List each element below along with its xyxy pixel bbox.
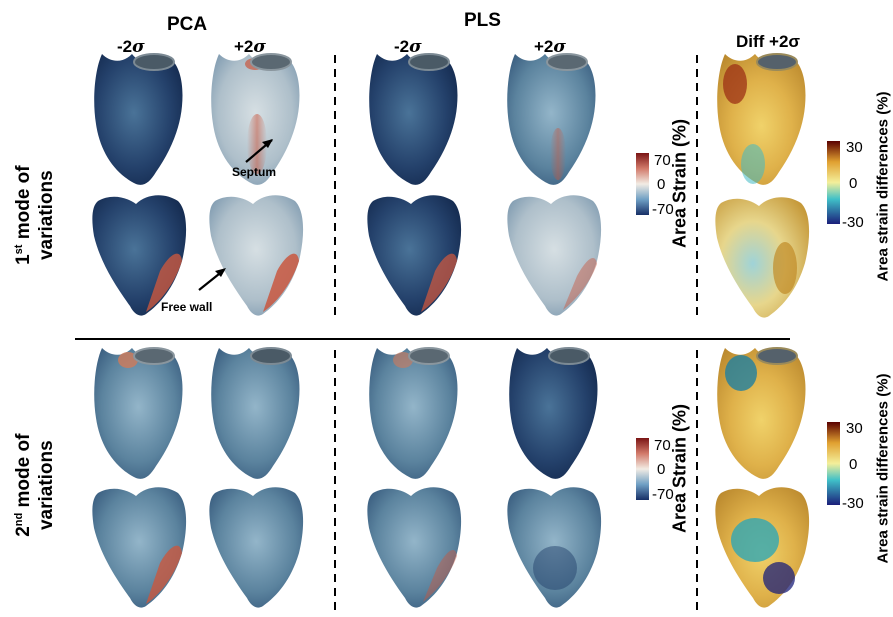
diff-tick-min-first: -30 [842, 214, 864, 231]
heart-pca-m1-plus-top [211, 53, 300, 185]
diff-label-second: Area strain differences (%) [874, 373, 892, 564]
heart-pca-m1-plus-bottom [209, 195, 304, 316]
strain-tick-mid-first: 0 [657, 176, 666, 193]
heart-pls-m2-plus-bottom [507, 487, 602, 608]
heart-pls-m1-minus-bottom [367, 195, 462, 316]
area-strain-colorbar-second [636, 438, 649, 500]
area-strain-label-first: Area Strain (%) [669, 118, 690, 249]
heart-pls-m2-plus-top [509, 347, 598, 479]
heart-pca-m2-plus-top [211, 347, 300, 479]
heart-pls-m1-plus-bottom [507, 195, 602, 316]
heart-pca-m2-minus-bottom [92, 487, 187, 608]
diff-tick-mid-second: 0 [849, 456, 858, 473]
strain-tick-mid-second: 0 [657, 461, 666, 478]
heart-pca-m1-minus-bottom [92, 195, 187, 316]
heart-pls-m1-plus-top [507, 53, 596, 185]
pca-minus-header: -2σ [117, 37, 145, 57]
pca-header: PCA [167, 14, 208, 35]
diff-label-first: Area strain differences (%) [874, 91, 892, 282]
area-strain-colorbar-first [636, 153, 649, 215]
strain-tick-max-first: 70 [654, 152, 671, 169]
diff-tick-min-second: -30 [842, 495, 864, 512]
heart-pca-m2-minus-top [94, 347, 183, 479]
heart-diff-m1-top [717, 53, 806, 185]
area-strain-label-second: Area Strain (%) [669, 403, 690, 534]
diff-tick-max-second: 30 [846, 420, 863, 437]
pls-plus-header: +2σ [534, 37, 566, 57]
free-wall-label: Free wall [161, 300, 213, 314]
pca-plus-header: +2σ [234, 37, 266, 57]
strain-tick-min-second: -70 [652, 486, 674, 503]
septum-label: Septum [232, 165, 277, 179]
heart-pls-m1-minus-top [369, 53, 458, 185]
diff-tick-max-first: 30 [846, 139, 863, 156]
free-wall-arrowhead [215, 268, 226, 277]
heart-diff-m1-bottom [715, 197, 810, 318]
heart-pls-m2-minus-top [369, 347, 458, 479]
heart-diff-m2-top [717, 347, 806, 479]
strain-tick-min-first: -70 [652, 201, 674, 218]
pls-header: PLS [464, 10, 501, 31]
diff-colorbar-second [827, 422, 840, 505]
diff-header: Diff +2σ [736, 32, 801, 51]
diff-colorbar-first [827, 141, 840, 224]
heart-diff-m2-bottom [715, 487, 810, 608]
heart-pls-m2-minus-bottom [367, 487, 462, 608]
septum-arrowhead [262, 139, 273, 148]
diff-tick-mid-first: 0 [849, 175, 858, 192]
heart-pca-m2-plus-bottom [209, 487, 304, 608]
heart-pca-m1-minus-top [94, 53, 183, 185]
pls-minus-header: -2σ [394, 37, 422, 57]
strain-tick-max-second: 70 [654, 437, 671, 454]
